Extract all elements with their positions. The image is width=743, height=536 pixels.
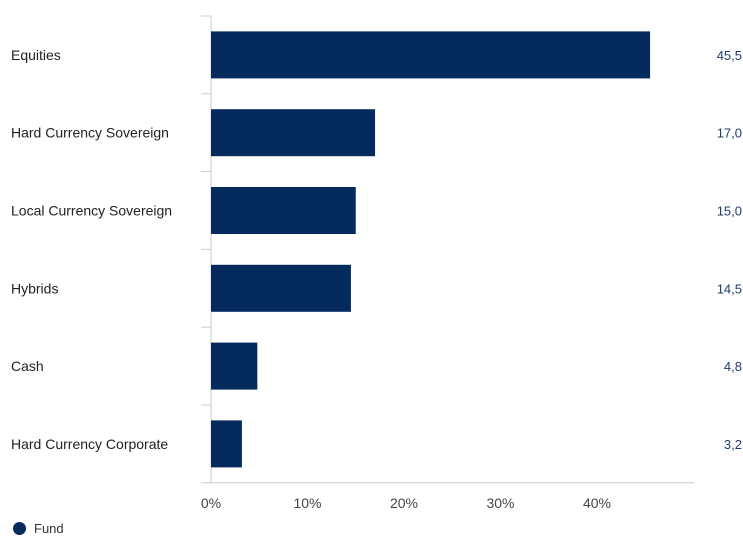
bar-cash — [211, 342, 258, 390]
data-label-hard-currency-corporate: 3,2 — [724, 437, 742, 452]
data-label-hybrids: 14,5 — [717, 281, 742, 296]
category-label-hard-currency-corporate: Hard Currency Corporate — [11, 436, 168, 452]
data-label-local-currency-sovereign: 15,0 — [717, 204, 742, 219]
x-tick-label: 10% — [293, 495, 321, 511]
bar-hard-currency-corporate — [211, 420, 242, 468]
bar-hard-currency-sovereign — [211, 109, 376, 157]
bar-local-currency-sovereign — [211, 187, 356, 234]
x-tick-label: 40% — [583, 495, 611, 511]
x-tick-label: 0% — [201, 495, 221, 511]
x-tick-label: 20% — [390, 495, 418, 511]
category-label-hybrids: Hybrids — [11, 280, 58, 296]
bar-chart: Equities 45,5 Hard Currency Sovereign 17,0 L… — [11, 15, 742, 511]
category-label-local-currency-sovereign: Local Currency Sovereign — [11, 203, 172, 219]
legend: Fund — [13, 520, 64, 536]
data-label-equities: 45,5 — [717, 48, 742, 63]
category-label-hard-currency-sovereign: Hard Currency Sovereign — [11, 125, 169, 141]
data-label-hard-currency-sovereign: 17,0 — [717, 126, 742, 141]
legend-label-fund: Fund — [34, 520, 64, 536]
data-label-cash: 4,8 — [724, 359, 742, 374]
category-label-equities: Equities — [11, 47, 61, 63]
legend-marker-fund — [13, 521, 26, 535]
x-tick-label: 30% — [486, 495, 514, 511]
category-label-cash: Cash — [11, 358, 44, 374]
bar-equities — [211, 31, 651, 79]
bar-hybrids — [211, 264, 351, 312]
